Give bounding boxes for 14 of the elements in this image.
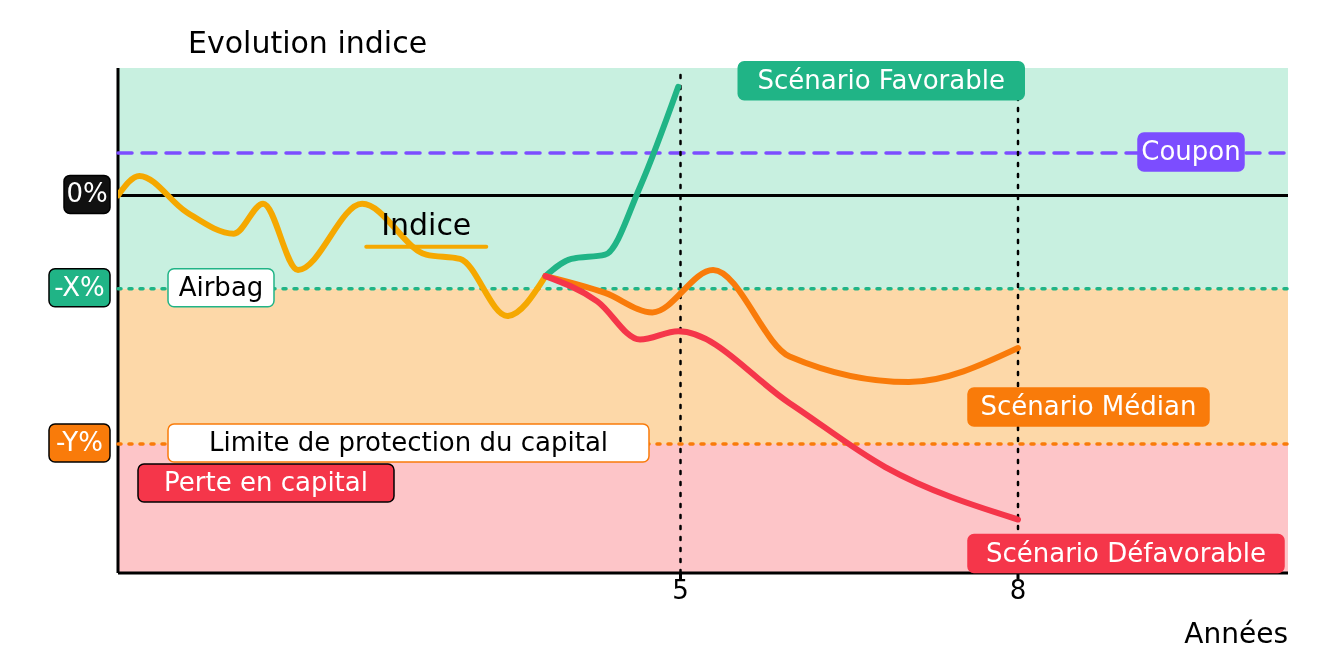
text: 0% [66, 178, 108, 209]
ref-line-label: Coupon [1141, 135, 1241, 166]
ref-line-label: Limite de protection du capital [208, 426, 609, 457]
text: -X% [54, 271, 105, 302]
ref-line-label: Airbag [178, 271, 264, 302]
band-label: Perte en capital [164, 466, 368, 497]
x-tick-label: 5 [672, 575, 689, 606]
series-label: Scénario Médian [980, 391, 1197, 422]
x-axis-title: Années [1184, 617, 1288, 650]
x-tick-label: 8 [1009, 575, 1027, 606]
text: Scénario Favorable [757, 64, 1005, 95]
series-label: Scénario Défavorable [985, 537, 1267, 568]
y-axis-title: Evolution indice [188, 25, 428, 60]
text: -Y% [56, 426, 103, 457]
